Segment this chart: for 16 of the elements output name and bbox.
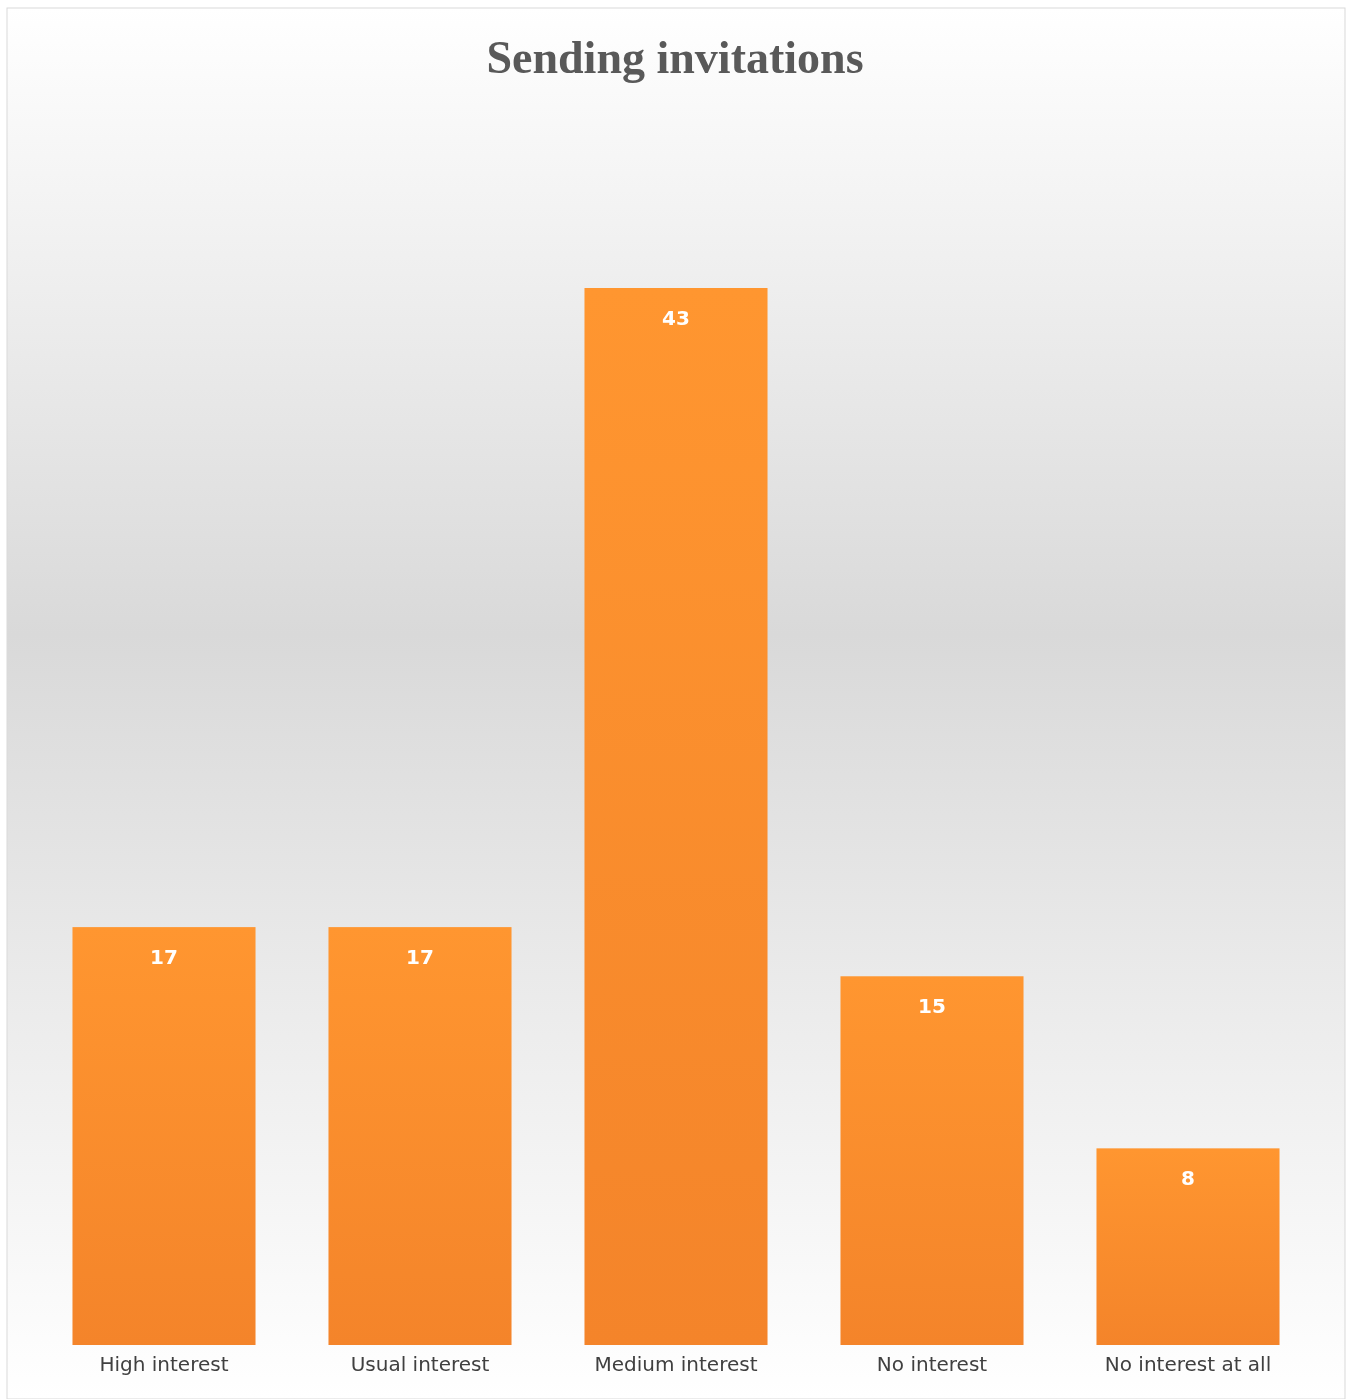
bar — [584, 288, 768, 1345]
data-label: 15 — [918, 994, 946, 1019]
x-tick-label: Medium interest — [594, 1352, 758, 1377]
bar — [1096, 1148, 1280, 1345]
data-label: 8 — [1181, 1166, 1195, 1191]
data-label: 17 — [406, 945, 434, 970]
data-label: 43 — [662, 306, 690, 330]
x-tick-label: No interest at all — [1104, 1352, 1272, 1377]
bar — [328, 927, 512, 1345]
x-tick-label: High interest — [99, 1352, 229, 1377]
x-tick-label: Usual interest — [350, 1352, 490, 1377]
chart-title: Sending invitations — [486, 32, 864, 83]
bar — [72, 927, 256, 1345]
bar — [840, 976, 1024, 1345]
x-tick-label: No interest — [876, 1352, 988, 1377]
data-label: 17 — [150, 945, 178, 970]
